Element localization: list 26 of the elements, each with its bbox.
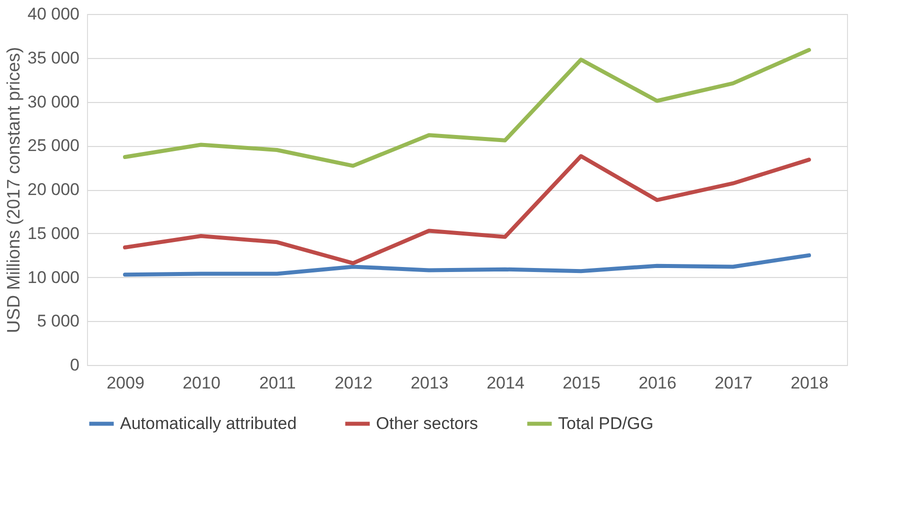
x-tick-label: 2014 bbox=[486, 374, 524, 392]
line-series bbox=[123, 253, 811, 277]
line-series bbox=[123, 154, 811, 266]
y-tick-label: 25 000 bbox=[28, 136, 80, 156]
y-tick-label: 15 000 bbox=[28, 224, 80, 243]
x-tick-label: 2015 bbox=[562, 374, 600, 392]
x-tick-label: 2013 bbox=[410, 374, 448, 392]
legend-label: Total PD/GG bbox=[558, 414, 654, 433]
x-tick-label: 2016 bbox=[638, 374, 676, 392]
x-tick-label: 2010 bbox=[182, 374, 220, 392]
y-tick-label: 5 000 bbox=[36, 312, 80, 331]
x-tick-label: 2009 bbox=[106, 374, 144, 392]
line-series bbox=[123, 48, 811, 168]
y-tick-label: 30 000 bbox=[28, 92, 80, 112]
x-tick-label: 2012 bbox=[334, 374, 372, 392]
y-tick-label: 20 000 bbox=[28, 180, 80, 199]
y-axis-title: USD Millions (2017 constant prices) bbox=[4, 46, 24, 334]
y-tick-label: 10 000 bbox=[28, 268, 80, 287]
y-tick-label: 40 000 bbox=[28, 4, 80, 24]
x-tick-label: 2017 bbox=[714, 374, 752, 392]
y-tick-label: 0 bbox=[70, 356, 80, 374]
y-tick-label: 35 000 bbox=[28, 48, 80, 68]
x-tick-label: 2011 bbox=[259, 374, 296, 392]
legend-label: Other sectors bbox=[376, 414, 478, 433]
legend-label: Automatically attributed bbox=[120, 414, 297, 433]
x-tick-label: 2018 bbox=[790, 374, 828, 392]
